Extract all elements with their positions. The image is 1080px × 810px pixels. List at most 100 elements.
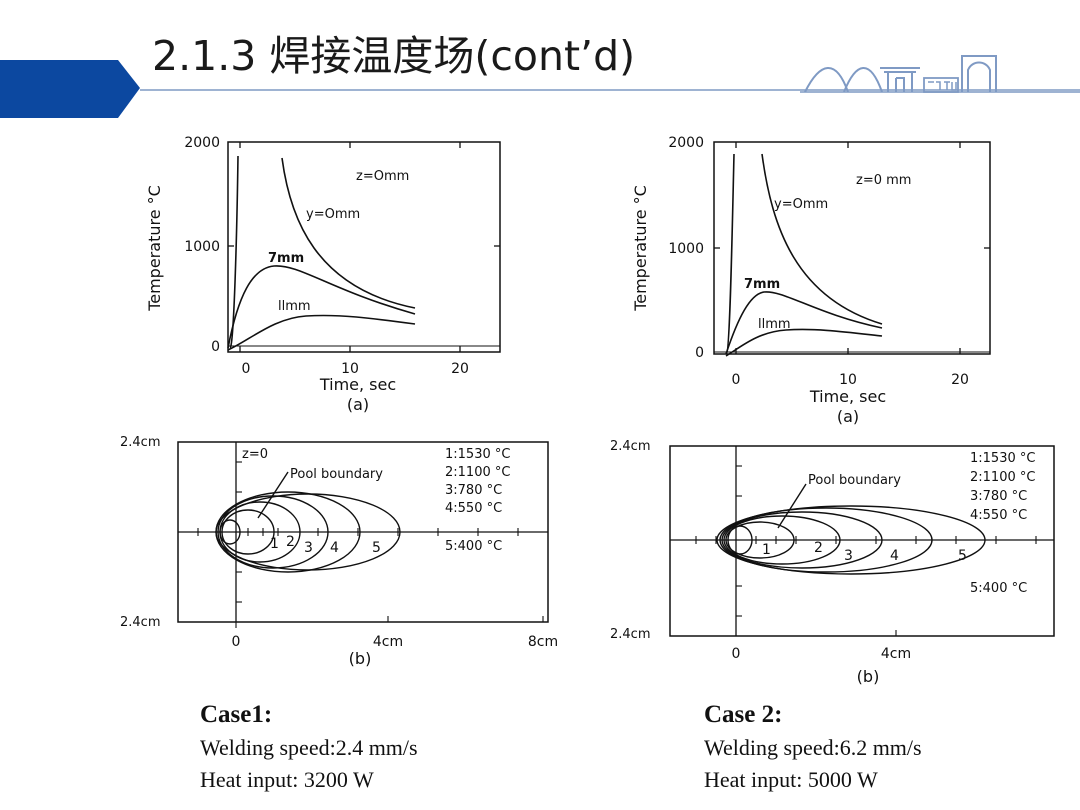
isotherm-1 xyxy=(725,521,795,559)
pool-boundary-label: Pool boundary xyxy=(808,473,901,488)
x-tick-10: 10 xyxy=(839,372,857,388)
curve-y0 xyxy=(761,153,883,325)
legend-4: 4:550 °C xyxy=(445,501,502,516)
plot-frame xyxy=(713,141,991,355)
annotation-z: z=Omm xyxy=(356,169,409,184)
case-1-heat: Heat input: 3200 W xyxy=(200,767,374,792)
y-top-label: 2.4cm xyxy=(120,435,161,450)
y-axis-label: Temperature °C xyxy=(631,185,650,312)
contour-num-1: 1 xyxy=(270,536,279,552)
y-tick-2000: 2000 xyxy=(668,135,704,151)
x-axis-label: Time, sec xyxy=(809,387,886,406)
y-tick-0: 0 xyxy=(695,345,704,361)
x-axis-label: Time, sec xyxy=(319,375,396,394)
curve-11mm xyxy=(725,328,883,357)
case-1-speed: Welding speed:2.4 mm/s xyxy=(200,735,418,760)
plot-frame xyxy=(227,141,501,353)
isotherm-3 xyxy=(721,511,883,569)
pool-core xyxy=(219,519,241,545)
figure-left-isotherms: 2.4cm 2.4cm 0 4cm 8cm (b) z=0 Pool bound… xyxy=(120,435,558,668)
x-tick-0: 0 xyxy=(732,646,741,662)
centerline-ticks xyxy=(197,461,544,628)
curve-label-11mm: llmm xyxy=(278,299,311,314)
axis-ticks xyxy=(228,142,500,352)
isotherm-2 xyxy=(723,515,841,565)
contour-num-1: 1 xyxy=(762,542,771,558)
y-bottom-label: 2.4cm xyxy=(610,627,651,642)
legend-4: 4:550 °C xyxy=(970,508,1027,523)
isotherm-contours xyxy=(716,483,986,575)
curve-label-7mm: 7mm xyxy=(744,277,780,292)
y-bottom-label: 2.4cm xyxy=(120,615,161,630)
annotation-z: z=0 mm xyxy=(856,173,911,188)
contour-num-4: 4 xyxy=(330,540,339,556)
temperature-curves xyxy=(725,153,883,357)
curve-fast-rise xyxy=(229,155,239,349)
curve-7mm xyxy=(725,291,883,355)
z-label: z=0 xyxy=(242,447,268,462)
figure-right-thermal-cycle: 2000 1000 0 0 10 20 Time, sec (a) Temper… xyxy=(631,135,991,426)
x-tick-4cm: 4cm xyxy=(881,646,911,662)
x-tick-4cm: 4cm xyxy=(373,634,403,650)
plot-frame xyxy=(669,445,1055,637)
case-2-speed: Welding speed:6.2 mm/s xyxy=(704,735,922,760)
curve-7mm xyxy=(227,265,416,349)
pool-leader xyxy=(257,471,289,519)
contour-num-2: 2 xyxy=(286,534,295,550)
x-tick-20: 20 xyxy=(951,372,969,388)
isotherm-4 xyxy=(719,507,933,573)
curve-label-y0: y=Omm xyxy=(774,197,828,212)
figure-left-thermal-cycle: 2000 1000 0 0 10 20 Time, sec (a) Temper… xyxy=(145,135,501,414)
legend-1: 1:1530 °C xyxy=(445,447,510,462)
legend-2: 2:1100 °C xyxy=(445,465,510,480)
y-axis-label: Temperature °C xyxy=(145,185,164,312)
contour-num-5: 5 xyxy=(958,548,967,564)
pool-leader xyxy=(777,483,807,529)
curve-label-y0: y=Omm xyxy=(306,207,360,222)
axis-ticks xyxy=(714,142,990,354)
x-tick-0: 0 xyxy=(232,634,241,650)
y-tick-1000: 1000 xyxy=(668,241,704,257)
pool-core xyxy=(727,525,753,555)
page-title: 2.1.3 焊接温度场(cont’d) xyxy=(152,32,636,80)
curve-11mm xyxy=(227,314,416,351)
contour-num-4: 4 xyxy=(890,548,899,564)
y-tick-1000: 1000 xyxy=(184,239,220,255)
legend-2: 2:1100 °C xyxy=(970,470,1035,485)
x-tick-20: 20 xyxy=(451,361,469,377)
contour-num-5: 5 xyxy=(372,540,381,556)
sublabel-b: (b) xyxy=(349,649,372,668)
curve-y0 xyxy=(281,157,416,309)
sublabel-a: (a) xyxy=(837,407,859,426)
case-1-block: Case1: Welding speed:2.4 mm/s Heat input… xyxy=(200,698,418,796)
sublabel-a: (a) xyxy=(347,395,369,414)
isotherm-5 xyxy=(215,493,401,571)
curve-label-7mm: 7mm xyxy=(268,251,304,266)
legend-5: 5:400 °C xyxy=(970,581,1027,596)
contour-num-3: 3 xyxy=(304,540,313,556)
legend-3: 3:780 °C xyxy=(970,489,1027,504)
legend-3: 3:780 °C xyxy=(445,483,502,498)
y-tick-2000: 2000 xyxy=(184,135,220,151)
legend-5: 5:400 °C xyxy=(445,539,502,554)
centerline-ticks xyxy=(695,465,1037,636)
isotherm-contours xyxy=(215,471,401,573)
isotherm-1 xyxy=(221,509,275,555)
x-tick-8cm: 8cm xyxy=(528,634,558,650)
curve-fast-rise xyxy=(725,153,735,355)
contour-num-3: 3 xyxy=(844,548,853,564)
header-accent-arrow xyxy=(0,60,140,118)
legend-1: 1:1530 °C xyxy=(970,451,1035,466)
case-1-title: Case1: xyxy=(200,701,273,728)
pool-boundary-label: Pool boundary xyxy=(290,467,383,482)
university-logo xyxy=(800,55,1080,93)
case-2-title: Case 2: xyxy=(704,701,783,728)
temperature-curves xyxy=(227,155,416,351)
x-tick-0: 0 xyxy=(242,361,251,377)
y-top-label: 2.4cm xyxy=(610,439,651,454)
curve-label-11mm: llmm xyxy=(758,317,791,332)
y-tick-0: 0 xyxy=(211,339,220,355)
contour-num-2: 2 xyxy=(814,540,823,556)
slide-header: 2.1.3 焊接温度场(cont’d) xyxy=(0,0,1080,125)
x-tick-10: 10 xyxy=(341,361,359,377)
